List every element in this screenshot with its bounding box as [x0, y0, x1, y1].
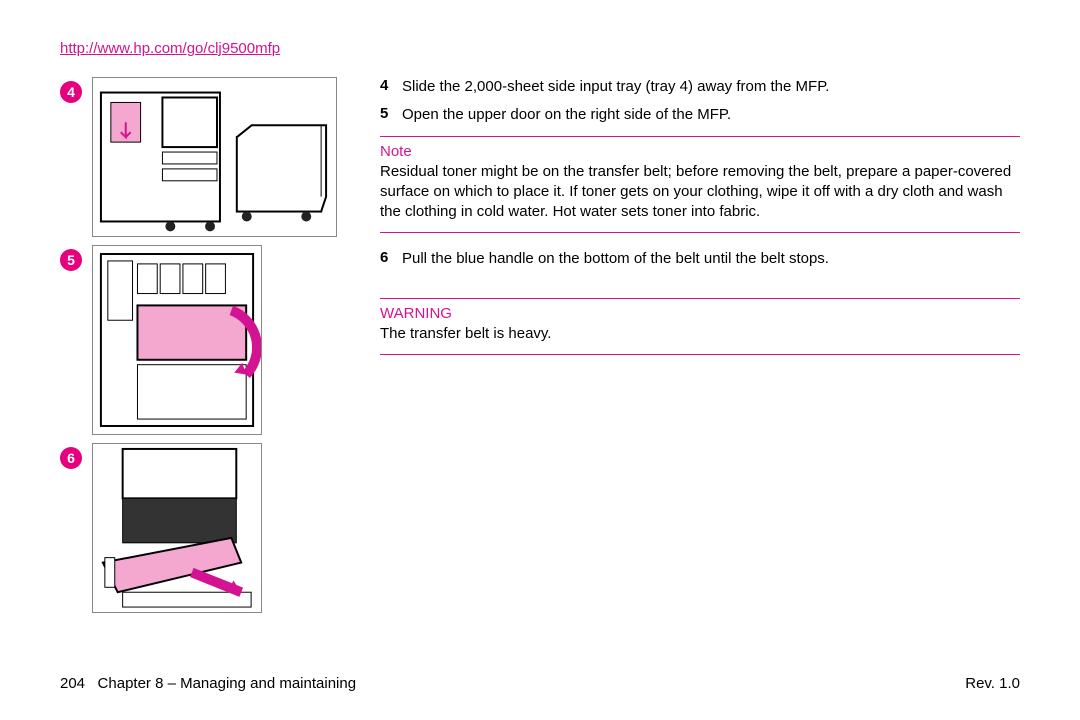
warning-title: WARNING — [380, 305, 1020, 322]
divider-note-top — [380, 136, 1020, 137]
figure-block-5: 5 — [60, 245, 350, 435]
step-6: 6 Pull the blue handle on the bottom of … — [380, 249, 1020, 269]
figure-badge-5: 5 — [60, 249, 82, 271]
figure-badge-6: 6 — [60, 447, 82, 469]
step-4: 4 Slide the 2,000-sheet side input tray … — [380, 77, 1020, 97]
figure-5 — [92, 245, 262, 435]
footer-right: Rev. 1.0 — [965, 675, 1020, 692]
figures-column: 4 — [60, 77, 350, 621]
step-5-text: Open the upper door on the right side of… — [402, 105, 1020, 125]
main-content: 4 — [60, 77, 1020, 621]
step-4-num: 4 — [380, 77, 402, 97]
divider-note-bottom — [380, 232, 1020, 233]
warning-body: The transfer belt is heavy. — [380, 324, 1020, 344]
footer-left: 204 Chapter 8 – Managing and maintaining — [60, 675, 356, 692]
chapter-title: Chapter 8 – Managing and maintaining — [98, 675, 357, 692]
step-6-num: 6 — [380, 249, 402, 269]
step-6-text: Pull the blue handle on the bottom of th… — [402, 249, 1020, 269]
step-4-text: Slide the 2,000-sheet side input tray (t… — [402, 77, 1020, 97]
note-body: Residual toner might be on the transfer … — [380, 162, 1020, 223]
figure-block-6: 6 — [60, 443, 350, 613]
figure-4 — [92, 77, 337, 237]
page-number: 204 — [60, 675, 85, 692]
divider-warning-top — [380, 298, 1020, 299]
text-column: 4 Slide the 2,000-sheet side input tray … — [380, 77, 1020, 621]
figure-badge-4: 4 — [60, 81, 82, 103]
divider-warning-bottom — [380, 354, 1020, 355]
header-url[interactable]: http://www.hp.com/go/clj9500mfp — [60, 40, 1020, 57]
step-5-num: 5 — [380, 105, 402, 125]
step-5: 5 Open the upper door on the right side … — [380, 105, 1020, 125]
note-title: Note — [380, 143, 1020, 160]
page-footer: 204 Chapter 8 – Managing and maintaining… — [60, 675, 1020, 692]
figure-6 — [92, 443, 262, 613]
figure-block-4: 4 — [60, 77, 350, 237]
